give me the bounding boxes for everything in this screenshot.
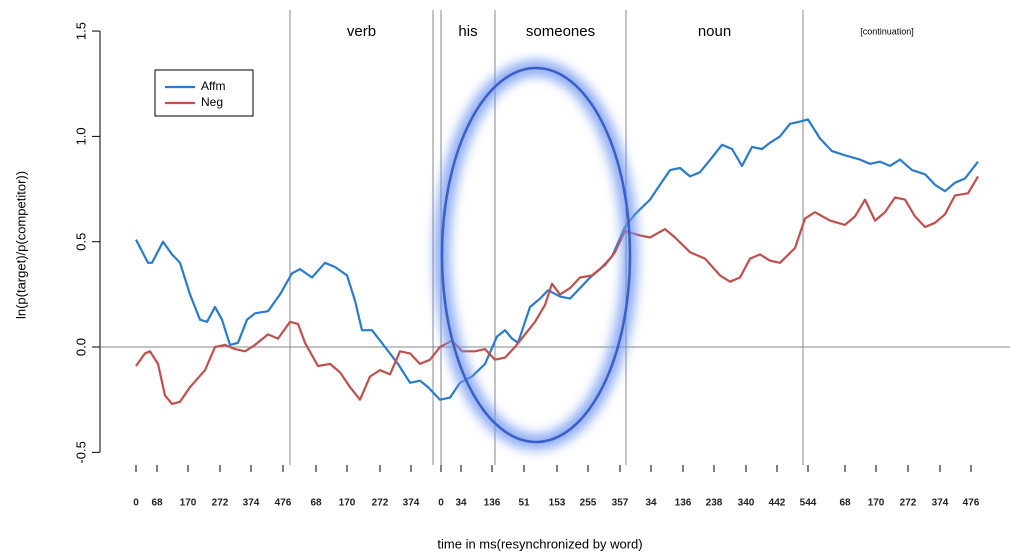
x-tick-label: 34 [455, 498, 467, 509]
x-tick-label: 442 [769, 498, 786, 509]
y-tick-label: -0.5 [73, 441, 88, 463]
x-tick-label: 170 [868, 498, 885, 509]
x-tick-label: 0 [133, 498, 139, 509]
x-tick-label: 68 [151, 498, 163, 509]
x-tick-label: 34 [645, 498, 657, 509]
legend-box [154, 69, 254, 117]
region-label: verb [347, 23, 376, 40]
y-tick-label: 1.0 [73, 127, 88, 145]
x-tick-label: 68 [310, 498, 322, 509]
x-tick-label: 340 [738, 498, 755, 509]
x-tick-label: 272 [372, 498, 389, 509]
region-label: [continuation] [860, 26, 914, 36]
x-tick-label: 357 [612, 498, 629, 509]
x-tick-label: 68 [839, 498, 851, 509]
x-axis-title: time in ms(resynchronized by word) [437, 536, 642, 551]
x-tick-label: 272 [900, 498, 917, 509]
x-tick-label: 374 [932, 498, 949, 509]
highlight-ellipse [435, 61, 637, 449]
series-line [135, 118, 979, 401]
x-tick-label: 170 [180, 498, 197, 509]
y-axis-title: ln(p(target)/p(competitor)) [13, 171, 28, 319]
region-label: his [458, 23, 477, 40]
x-tick-label: 476 [963, 498, 980, 509]
x-tick-label: 374 [243, 498, 260, 509]
text-layer: -0.5 0.0 0.5 1.0 1.5 0 68 170 272 374 476 68 170 272 3… [73, 22, 979, 509]
x-tick-label: 374 [403, 498, 420, 509]
x-tick-label: 51 [518, 498, 530, 509]
x-tick-label: 272 [212, 498, 229, 509]
region-label: noun [698, 23, 731, 40]
x-tick-label: 0 [438, 498, 444, 509]
region-label: someones [526, 23, 595, 40]
series-line [135, 175, 979, 405]
x-tick-label: 136 [484, 498, 501, 509]
legend-label: Affm [201, 79, 225, 93]
x-tick-label: 136 [675, 498, 692, 509]
x-tick-label: 476 [275, 498, 292, 509]
x-tick-label: 238 [706, 498, 723, 509]
line-layer [135, 118, 979, 405]
y-tick-label: 0.0 [73, 338, 88, 356]
y-tick-label: 1.5 [73, 22, 88, 40]
x-tick-label: 170 [339, 498, 356, 509]
x-tick-label: 544 [800, 498, 817, 509]
x-tick-label: 255 [580, 498, 597, 509]
ellipse [440, 66, 632, 444]
y-tick-label: 0.5 [73, 233, 88, 251]
x-tick-label: 153 [549, 498, 566, 509]
legend-label: Neg [201, 95, 223, 109]
